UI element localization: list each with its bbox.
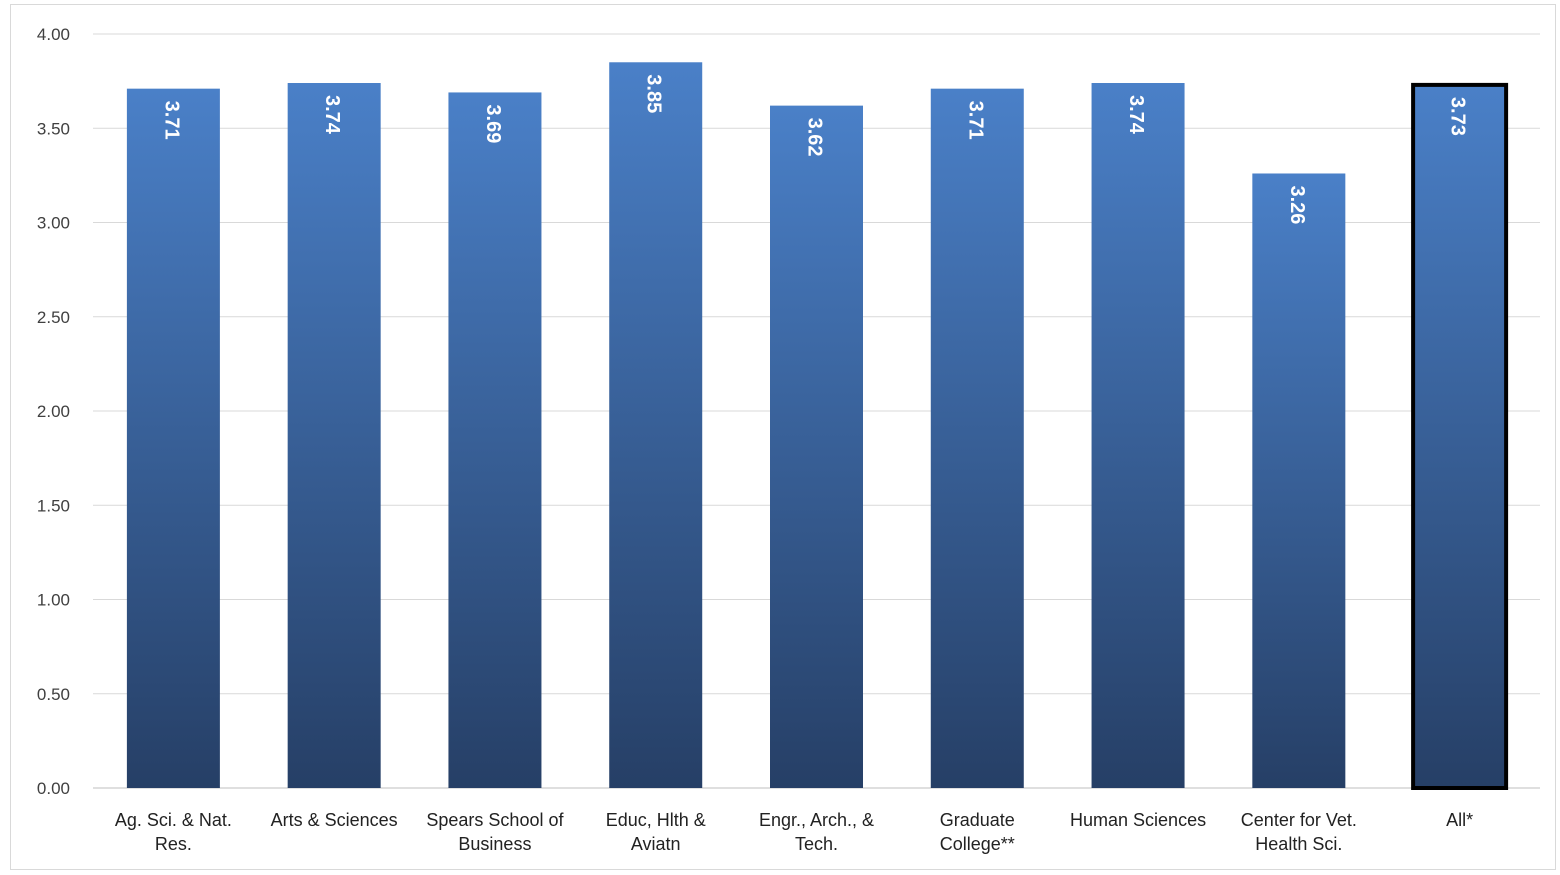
data-label: 3.71: [964, 101, 986, 140]
data-label: 3.71: [160, 101, 182, 140]
bar: [287, 83, 381, 788]
y-tick-label: 1.00: [37, 591, 70, 610]
data-label: 3.74: [1125, 95, 1147, 135]
x-tick-label: Educ, Hlth & Aviatn: [606, 810, 706, 854]
y-axis-tick-labels: 0.00 0.50 1.00 1.50 2.00 2.50 3.00 3.50 4.00: [37, 25, 70, 798]
x-tick-label: Spears School of Business: [426, 810, 564, 854]
data-label: 3.69: [482, 104, 504, 143]
y-tick-label: 0.50: [37, 685, 70, 704]
bar-highlighted: [1411, 82, 1509, 790]
y-tick-label: 3.50: [37, 119, 70, 138]
data-label: 3.62: [804, 118, 826, 157]
bar: [1252, 173, 1346, 789]
bar: [609, 62, 703, 788]
bar: [770, 105, 863, 788]
data-label: 3.73: [1447, 97, 1469, 136]
x-tick-label: Arts & Sciences: [271, 810, 398, 830]
x-tick-label: All*: [1446, 810, 1473, 830]
x-tick-label: Engr., Arch., & Tech.: [759, 810, 874, 854]
x-tick-label: Graduate College**: [940, 810, 1015, 854]
bar: [126, 88, 220, 789]
data-label: 3.26: [1286, 185, 1308, 224]
y-tick-label: 3.00: [37, 214, 70, 233]
y-tick-label: 2.00: [37, 402, 70, 421]
bar: [1091, 83, 1185, 788]
x-tick-label: Human Sciences: [1070, 810, 1206, 830]
data-labels: 3.71 3.74 3.69 3.85 3.62 3.71 3.74 3.26 3.73: [160, 74, 1468, 224]
bars: [126, 62, 1509, 790]
bar: [930, 88, 1024, 789]
y-tick-label: 4.00: [37, 25, 70, 44]
data-label: 3.74: [321, 95, 343, 135]
y-tick-label: 1.50: [37, 496, 70, 515]
data-label: 3.85: [643, 74, 665, 113]
y-tick-label: 2.50: [37, 308, 70, 327]
x-tick-label: Center for Vet. Health Sci.: [1241, 810, 1357, 854]
x-tick-label: Ag. Sci. & Nat. Res.: [115, 810, 232, 854]
x-axis-tick-labels: Ag. Sci. & Nat. Res. Arts & Sciences Spears…: [115, 810, 1473, 854]
bar: [448, 92, 542, 788]
y-tick-label: 0.00: [37, 779, 70, 798]
